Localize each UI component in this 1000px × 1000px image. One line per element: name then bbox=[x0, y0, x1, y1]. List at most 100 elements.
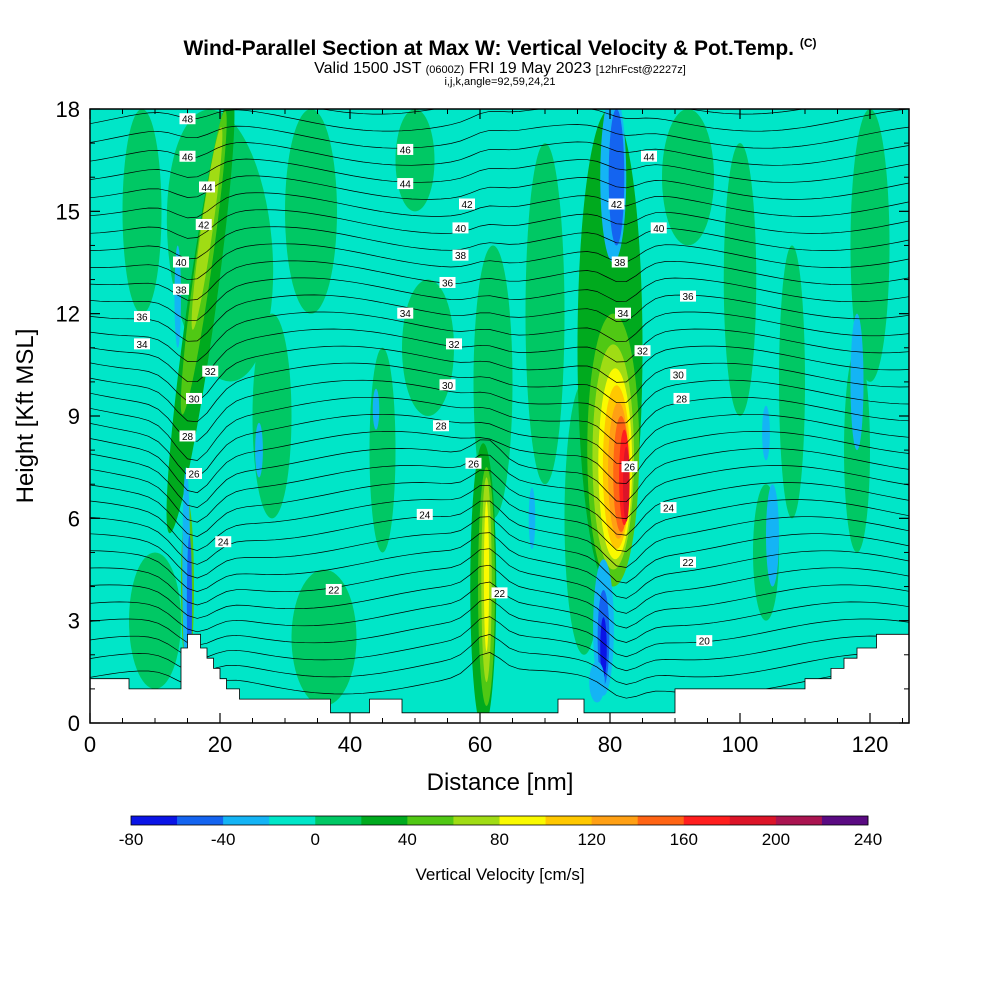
colorbar-swatch bbox=[361, 816, 408, 825]
isentrope-label-box bbox=[446, 338, 462, 350]
isentrope-label-box bbox=[195, 218, 212, 230]
x-axis-label: Distance [nm] bbox=[427, 769, 574, 796]
isentrope-label: 48 bbox=[182, 115, 194, 126]
y-tick-label: 18 bbox=[56, 97, 80, 122]
colorbar-swatch bbox=[499, 816, 546, 825]
isentrope-line bbox=[90, 209, 909, 239]
isentrope-label-box bbox=[173, 256, 189, 268]
isentrope-label-box bbox=[459, 198, 475, 210]
x-tick-label: 60 bbox=[468, 732, 492, 757]
isentrope-label: 34 bbox=[617, 309, 629, 320]
colorbar-tick-label: -80 bbox=[119, 830, 144, 849]
isentrope-label-box bbox=[179, 430, 196, 442]
colorbar-tick-label: 120 bbox=[577, 830, 605, 849]
isentrope-label: 40 bbox=[653, 224, 665, 235]
velocity-cell bbox=[528, 487, 536, 550]
isentrope-label: 32 bbox=[205, 367, 217, 378]
isentrope-label: 32 bbox=[637, 347, 649, 358]
isentrope-label-box bbox=[439, 276, 456, 288]
colorbar-swatch bbox=[131, 816, 178, 825]
grid-indices: i,j,k,angle=92,59,24,21 bbox=[444, 76, 556, 88]
y-tick-label: 12 bbox=[56, 302, 80, 327]
isentrope-label: 34 bbox=[136, 340, 148, 351]
isentrope-label-box bbox=[634, 345, 651, 357]
isentrope-label-box bbox=[615, 307, 631, 319]
isentrope-label: 24 bbox=[663, 504, 675, 515]
y-axis-label: Height [Kft MSL] bbox=[12, 329, 39, 504]
isentrope-label: 38 bbox=[614, 258, 626, 269]
isentrope-label-box bbox=[397, 143, 414, 155]
colorbar-swatch bbox=[775, 816, 823, 825]
colorbar-swatch bbox=[729, 816, 777, 825]
isentrope-label: 28 bbox=[182, 432, 194, 443]
isentrope-label-box bbox=[179, 150, 196, 162]
velocity-cell bbox=[623, 446, 630, 522]
isentrope-label-box bbox=[134, 311, 150, 323]
isentrope-label: 32 bbox=[448, 340, 460, 351]
colorbar-swatch bbox=[591, 816, 639, 825]
colorbar-frame bbox=[130, 815, 869, 826]
copyright-mark: (C) bbox=[799, 36, 817, 50]
isentrope-line bbox=[90, 294, 909, 342]
title-main: Wind-Parallel Section at Max W: Vertical… bbox=[183, 37, 794, 60]
isentrope-label-box bbox=[199, 181, 215, 193]
velocity-cell bbox=[608, 109, 625, 246]
x-tick-label: 0 bbox=[84, 732, 96, 757]
isentrope-line bbox=[90, 598, 909, 658]
isentrope-line bbox=[90, 564, 909, 629]
isentrope-line bbox=[90, 260, 909, 301]
isentrope-label-box bbox=[433, 420, 449, 432]
valid-zulu: (0600Z) bbox=[425, 64, 465, 76]
isentrope-line bbox=[90, 439, 909, 508]
isentrope-label-box bbox=[452, 249, 469, 261]
isentrope-label: 34 bbox=[400, 309, 412, 320]
isentrope-line bbox=[90, 485, 909, 552]
isentrope-label: 42 bbox=[461, 200, 473, 211]
velocity-cell bbox=[483, 501, 490, 652]
isentrope-label-box bbox=[465, 457, 482, 469]
velocity-cell bbox=[850, 109, 890, 382]
isentrope-line bbox=[90, 379, 909, 442]
x-tick-label: 40 bbox=[338, 732, 362, 757]
colorbar-tick-label: 40 bbox=[398, 830, 417, 849]
isentrope-line bbox=[90, 124, 909, 149]
isentrope-label: 36 bbox=[136, 313, 148, 324]
isentrope-line bbox=[90, 634, 909, 685]
colorbar-swatch bbox=[683, 816, 731, 825]
velocity-cell bbox=[844, 347, 870, 553]
isentrope-label: 30 bbox=[673, 371, 685, 382]
colorbar-swatch bbox=[821, 816, 869, 825]
y-tick-label: 0 bbox=[68, 711, 80, 736]
isentrope-label: 46 bbox=[400, 145, 412, 156]
velocity-cell bbox=[662, 109, 714, 246]
isentrope-label: 44 bbox=[201, 183, 213, 194]
velocity-cell bbox=[291, 569, 357, 706]
isentrope-lines bbox=[90, 109, 909, 699]
isentrope-label: 38 bbox=[455, 251, 467, 262]
velocity-cell bbox=[252, 313, 292, 519]
velocity-cell bbox=[779, 245, 805, 519]
colorbar-swatch bbox=[269, 816, 316, 825]
isentrope-line bbox=[90, 277, 909, 322]
isentrope-label: 40 bbox=[455, 224, 467, 235]
isentrope-label-box bbox=[134, 338, 150, 350]
isentrope-label-box bbox=[202, 365, 219, 377]
isentrope-label: 24 bbox=[419, 510, 431, 521]
valid-date: FRI 19 May 2023 bbox=[468, 60, 592, 77]
isentrope-label: 28 bbox=[435, 422, 447, 433]
isentrope-label-box bbox=[397, 178, 414, 190]
isentrope-label-box bbox=[179, 113, 196, 125]
isentrope-label: 44 bbox=[643, 152, 655, 163]
isentrope-label: 20 bbox=[699, 637, 711, 648]
isentrope-label: 44 bbox=[400, 180, 412, 191]
isentrope-label: 30 bbox=[442, 381, 454, 392]
isentrope-line bbox=[90, 158, 909, 183]
y-tick-label: 3 bbox=[68, 609, 80, 634]
colorbar-tick-label: 200 bbox=[762, 830, 790, 849]
colorbar-label: Vertical Velocity [cm/s] bbox=[415, 865, 584, 884]
colorbar-swatch bbox=[637, 816, 685, 825]
isentrope-label: 26 bbox=[468, 459, 480, 470]
isentrope-line bbox=[90, 516, 909, 584]
isentrope-label-box bbox=[186, 467, 202, 479]
isentrope-label-box bbox=[397, 307, 414, 319]
